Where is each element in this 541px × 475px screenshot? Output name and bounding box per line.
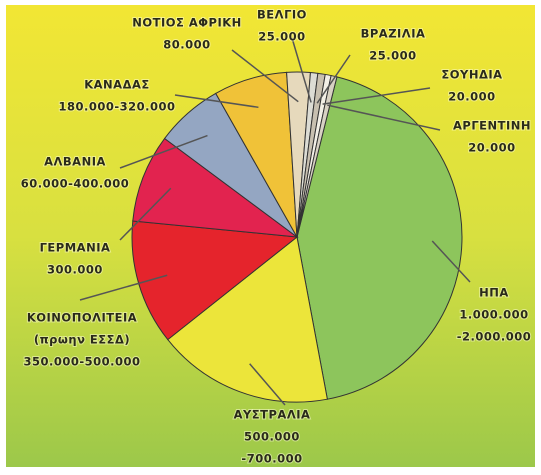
labels: ΗΠΑ 1.000.000 -2.000.000 ΑΥΣΤΡΑΛΙΑ 500.000 -7… [20, 7, 532, 467]
pie [131, 71, 463, 403]
value-label: 25.000 [369, 49, 416, 63]
value-label: 1.000.000 [459, 308, 528, 322]
slice-label: (πρωην ΕΣΣΔ) [34, 333, 130, 347]
value-label: 20.000 [448, 90, 495, 104]
value-label: 180.000-320.000 [58, 100, 175, 114]
slice-label: ΑΡΓΕΝΤΙΝΗ [453, 119, 531, 133]
leader-line [119, 134, 208, 169]
leader-line [291, 37, 312, 103]
value-label: 500.000 [244, 430, 300, 444]
pie-slice [296, 76, 463, 400]
slice-label: ΑΥΣΤΡΑΛΙΑ [234, 408, 311, 422]
pie-slice [296, 74, 338, 238]
value-label: 350.000-500.000 [23, 355, 140, 369]
slice-label: ΚΑΝΑΔΑΣ [84, 78, 150, 92]
leader-line [249, 363, 286, 406]
value-label: -2.000.000 [457, 330, 532, 344]
slice-label: ΝΟΤΙΟΣ ΑΦΡΙΚΗ [132, 16, 242, 30]
leader-line [119, 187, 172, 241]
leader-line [79, 274, 168, 301]
leader-line [322, 87, 431, 105]
leader-line [316, 54, 351, 104]
value-label: 300.000 [47, 263, 103, 277]
value-label: -700.000 [241, 452, 302, 466]
value-label: 60.000-400.000 [21, 177, 130, 191]
slice-label: ΣΟΥΗΔΙΑ [441, 68, 502, 82]
value-label: 80.000 [163, 38, 210, 52]
value-label: 25.000 [258, 30, 305, 44]
slice-label: ΒΡΑΖΙΛΙΑ [361, 27, 426, 41]
value-label: 20.000 [468, 141, 515, 155]
leader-line [174, 94, 259, 109]
slice-label: ΗΠΑ [479, 286, 509, 300]
slice-label: ΓΕΡΜΑΝΙΑ [40, 241, 111, 255]
slice-label: ΚΟΙΝΟΠΟΛΙΤΕΙΑ [27, 311, 137, 325]
leader-line [231, 49, 299, 103]
slice-label: ΒΕΛΓΙΟ [257, 8, 307, 22]
pie-slice [167, 236, 328, 403]
leader-line [431, 240, 471, 283]
pie-slice [132, 137, 299, 238]
slice-label: ΑΛΒΑΝΙΑ [44, 155, 106, 169]
leader-line [327, 104, 441, 131]
